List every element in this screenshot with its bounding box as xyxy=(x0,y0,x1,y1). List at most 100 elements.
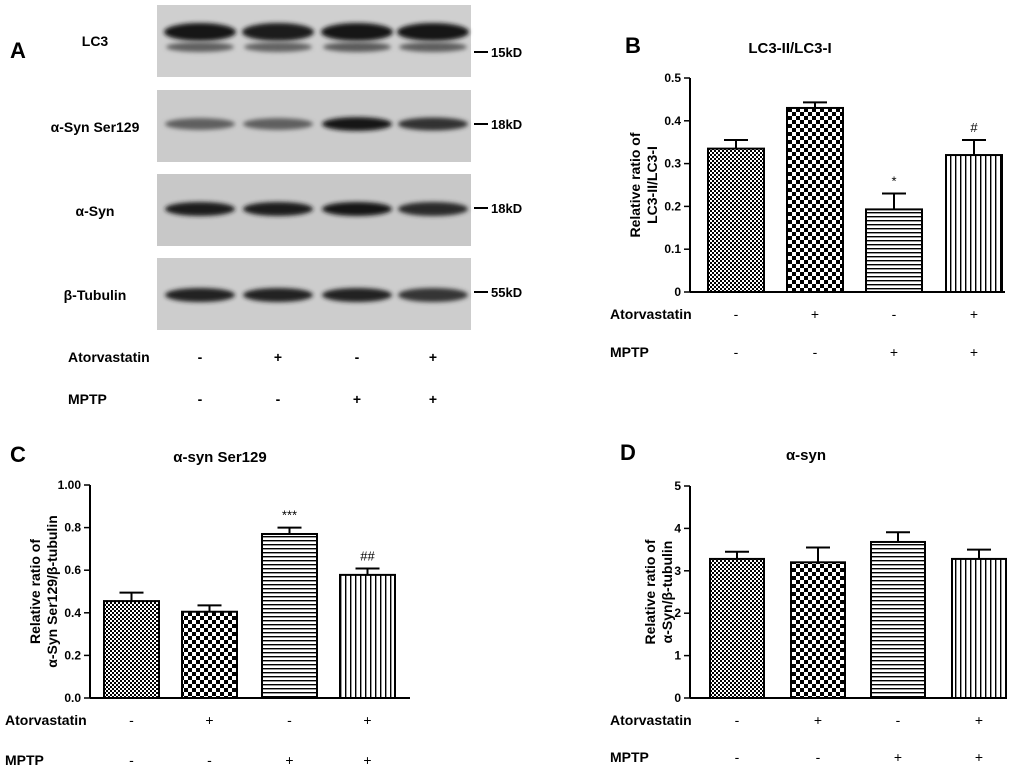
bar xyxy=(786,106,844,293)
blot-row-label: α-Syn xyxy=(76,203,115,219)
treatment-row: MPTP - - + + xyxy=(68,391,437,407)
bar xyxy=(181,610,238,699)
chart-title: α-syn Ser129 xyxy=(173,449,266,466)
treatment-label: MPTP xyxy=(610,344,649,360)
treatment-sign: - xyxy=(816,749,821,765)
y-tick-label: 0.4 xyxy=(64,606,81,620)
y-axis-label-line: α-Syn/β-tubulin xyxy=(659,541,675,644)
bar xyxy=(870,540,926,700)
blot-band xyxy=(322,117,392,131)
panel-letter-a: A xyxy=(10,38,26,63)
treatment-sign: + xyxy=(814,712,822,728)
panel-a-western-blot: A LC3 15kD α-Syn Ser129 18kD α-Syn 18kD β-Tubu… xyxy=(10,5,522,407)
y-tick-label: 0.2 xyxy=(664,199,681,213)
kd-marker-label: 18kD xyxy=(491,201,522,216)
y-axis-label: Relative ratio ofLC3-II/LC3-I xyxy=(627,132,660,237)
panel-letter: C xyxy=(10,442,26,467)
panel-letter: D xyxy=(620,440,636,465)
treatment-row: Atorvastatin - + - + xyxy=(68,349,437,365)
blot-band xyxy=(165,288,235,302)
treatment-sign: - xyxy=(813,344,818,360)
kd-marker-label: 18kD xyxy=(491,117,522,132)
kd-marker-label: 55kD xyxy=(491,285,522,300)
y-axis-label-line: Relative ratio of xyxy=(627,132,643,237)
panel-letter: B xyxy=(625,33,641,58)
blot-band xyxy=(398,117,468,131)
y-axis-label: Relative ratio ofα-Syn/β-tubulin xyxy=(642,539,675,644)
treatment-label: MPTP xyxy=(610,749,649,765)
y-tick-label: 0.1 xyxy=(664,242,681,256)
treatment-label: Atorvastatin xyxy=(610,306,692,322)
treatment-sign: - xyxy=(892,306,897,322)
blot-band xyxy=(398,202,468,216)
bar xyxy=(951,557,1007,699)
blot-band-lower xyxy=(166,42,234,52)
blot-band xyxy=(243,118,313,130)
blot-band xyxy=(321,23,393,41)
significance-mark: * xyxy=(891,174,896,189)
y-tick-label: 0.6 xyxy=(64,563,81,577)
treatment-label: MPTP xyxy=(5,752,44,768)
treatment-sign: - xyxy=(734,306,739,322)
treatment-sign: - xyxy=(198,349,203,365)
treatment-sign: + xyxy=(285,752,293,768)
y-tick-label: 3 xyxy=(674,564,681,578)
y-tick-label: 0.4 xyxy=(664,114,681,128)
treatment-sign: - xyxy=(896,712,901,728)
treatment-sign: + xyxy=(894,749,902,765)
treatment-sign: + xyxy=(429,349,437,365)
y-tick-label: 0.5 xyxy=(664,71,681,85)
blot-band xyxy=(242,23,314,41)
bar xyxy=(103,600,160,700)
treatment-sign: - xyxy=(355,349,360,365)
treatment-sign: - xyxy=(207,752,212,768)
blot-row-label: LC3 xyxy=(82,33,109,49)
treatment-label: MPTP xyxy=(68,391,107,407)
y-axis-label-line: α-Syn Ser129/β-tubulin xyxy=(44,515,60,668)
blot-band xyxy=(322,288,392,302)
y-axis-label-line: Relative ratio of xyxy=(27,539,43,644)
treatment-sign: + xyxy=(975,749,983,765)
blot-membrane xyxy=(157,5,471,77)
y-tick-label: 0.3 xyxy=(664,157,681,171)
bar xyxy=(707,147,765,293)
blot-row: LC3 15kD xyxy=(82,5,522,77)
treatment-sign: + xyxy=(970,344,978,360)
bar xyxy=(790,561,846,699)
treatment-label: Atorvastatin xyxy=(610,712,692,728)
treatment-sign: + xyxy=(429,391,437,407)
significance-mark: # xyxy=(970,120,978,135)
treatment-sign: - xyxy=(734,344,739,360)
treatment-sign: + xyxy=(205,712,213,728)
treatment-sign: - xyxy=(287,712,292,728)
bar xyxy=(709,557,765,699)
y-tick-label: 5 xyxy=(674,479,681,493)
treatment-sign: - xyxy=(198,391,203,407)
bar xyxy=(261,532,318,699)
y-axis-label-line: LC3-II/LC3-I xyxy=(644,146,660,224)
bar xyxy=(339,573,396,699)
blot-band xyxy=(322,202,392,216)
panel-b-lc3-chart: B LC3-II/LC3-I 0 0.1 0.2 0.3 0.4 0.5 Relative ra… xyxy=(610,33,1005,360)
blot-band xyxy=(398,288,468,302)
treatment-sign: + xyxy=(811,306,819,322)
blot-band xyxy=(243,288,313,302)
chart-title: α-syn xyxy=(786,447,826,464)
treatment-label: Atorvastatin xyxy=(68,349,150,365)
bar xyxy=(865,208,923,293)
treatment-label: Atorvastatin xyxy=(5,712,87,728)
blot-band-lower xyxy=(399,42,467,52)
treatment-sign: + xyxy=(970,306,978,322)
blot-row-label: α-Syn Ser129 xyxy=(51,119,140,135)
y-axis-label: Relative ratio ofα-Syn Ser129/β-tubulin xyxy=(27,515,60,668)
treatment-sign: + xyxy=(363,752,371,768)
blot-band-lower xyxy=(244,42,312,52)
y-tick-label: 0 xyxy=(674,285,681,299)
y-tick-label: 1 xyxy=(674,649,681,663)
y-tick-label: 0.0 xyxy=(64,691,81,705)
treatment-sign: - xyxy=(276,391,281,407)
y-tick-label: 2 xyxy=(674,606,681,620)
